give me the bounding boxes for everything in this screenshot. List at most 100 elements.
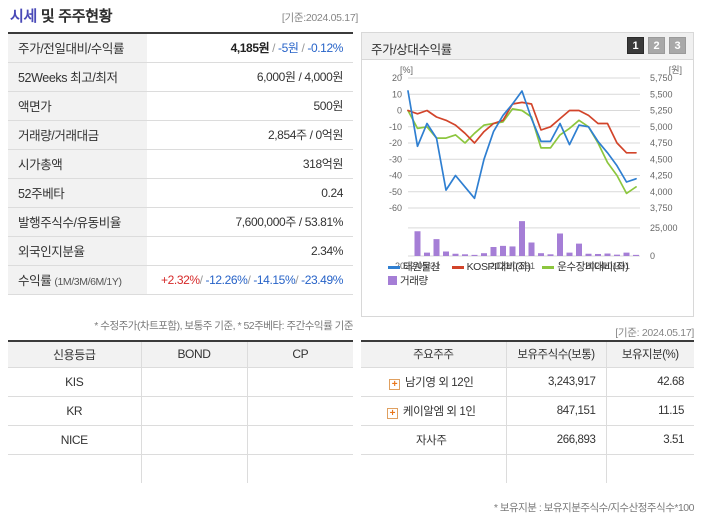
svg-text:-60: -60 (389, 203, 402, 213)
price-value: 4,185원 (230, 41, 270, 56)
col-header-ratio: 보유지분(%) (606, 341, 694, 368)
row-label: 액면가 (8, 91, 147, 121)
table-row: 시가총액 318억원 (8, 149, 353, 179)
table-row: KR (8, 396, 353, 426)
credit-agency: KR (8, 396, 142, 426)
chart-header: 주가/상대수익률 1 2 3 (362, 33, 693, 60)
svg-text:3,750: 3,750 (650, 203, 673, 213)
credit-agency: NICE (8, 425, 142, 455)
quote-info-table: 주가/전일대비/수익률 4,185원 / -5원 / -0.12% 52Week… (8, 32, 353, 295)
table-row: KIS (8, 367, 353, 397)
svg-text:[원]: [원] (669, 65, 682, 75)
legend-item-kospi: KOSPI대비(좌) (451, 260, 531, 274)
yield-label: 수익률 (18, 274, 52, 288)
col-header-shareholder: 주요주주 (361, 341, 507, 368)
shareholder-spacer-cell (606, 454, 694, 483)
table-row: 거래량/거래대금 2,854주 / 0억원 (8, 120, 353, 150)
row-value: 2.34% (147, 236, 353, 266)
svg-text:-40: -40 (389, 171, 402, 181)
svg-text:4,750: 4,750 (650, 138, 673, 148)
yield-label-sub: (1M/3M/6M/1Y) (54, 276, 122, 288)
legend-swatch-stock-icon (388, 265, 400, 269)
svg-text:5,000: 5,000 (650, 122, 673, 132)
row-value: 7,600,000주 / 53.81% (147, 207, 353, 237)
row-label: 외국인지분율 (8, 236, 147, 266)
chart-legend: 태원물산 KOSPI대비(좌) 운수장비대비(좌) 거래량 (388, 260, 637, 288)
svg-text:0: 0 (650, 251, 655, 261)
table-row-yield: 수익률 (1M/3M/6M/1Y) +2.32%/ -12.26%/ -14.1… (8, 265, 353, 295)
relative-return-chart: [%] [원] 20 5,750 10 5,500 0 5,250 -10 5,000 -20 4,7… (389, 65, 682, 271)
col-header-cp: CP (247, 341, 353, 368)
row-value: +2.32%/ -12.26%/ -14.15%/ -23.49% (147, 265, 353, 295)
shareholder-name-cell: 자사주 (361, 425, 507, 455)
price-change: -5원 (278, 41, 299, 56)
shareholder-name: 자사주 (415, 434, 447, 447)
row-value: 0.24 (147, 178, 353, 208)
credit-agency: KIS (8, 367, 142, 397)
col-header-agency: 신용등급 (8, 341, 142, 368)
credit-spacer-cell (247, 454, 353, 483)
table-header-row: 주요주주 보유주식수(보통) 보유지분(%) (361, 341, 694, 368)
svg-text:0: 0 (397, 106, 402, 116)
chart-plot-area: [%] [원] 20 5,750 10 5,500 0 5,250 -10 5,000 -20 4,7… (362, 60, 693, 316)
row-label: 거래량/거래대금 (8, 120, 147, 150)
svg-text:-10: -10 (389, 122, 402, 132)
table-row: 52Weeks 최고/최저 6,000원 / 4,000원 (8, 62, 353, 92)
row-value: 6,000원 / 4,000원 (147, 62, 353, 92)
expand-plus-icon[interactable]: + (389, 378, 400, 390)
table-row: + 케이알엠 외 1인 847,151 11.15 (361, 396, 694, 426)
svg-text:10: 10 (392, 89, 402, 99)
legend-label-volume: 거래량 (400, 275, 428, 287)
svg-text:2023/03/31: 2023/03/31 (490, 261, 535, 271)
row-value: 318억원 (147, 149, 353, 179)
svg-text:-50: -50 (389, 187, 402, 197)
row-value: 4,185원 / -5원 / -0.12% (147, 33, 353, 63)
table-row: 자사주 266,893 3.51 (361, 425, 694, 455)
legend-item-sector: 운수장비대비(좌) (542, 260, 629, 274)
basis-date-shareholder: [기준: 2024.05.17] (615, 327, 694, 339)
shareholder-shares: 3,243,917 (506, 367, 607, 397)
row-label: 주가/전일대비/수익률 (8, 33, 147, 63)
table-row: 외국인지분율 2.34% (8, 236, 353, 266)
table-row: + 남기영 외 12인 3,243,917 42.68 (361, 367, 694, 397)
svg-text:25,000: 25,000 (650, 223, 678, 233)
table-row: 52주베타 0.24 (8, 178, 353, 208)
shareholder-name-cell: + 케이알엠 외 1인 (361, 396, 507, 426)
shareholder-shares: 266,893 (506, 425, 607, 455)
row-label: 52Weeks 최고/최저 (8, 62, 147, 92)
shareholder-ratio: 11.15 (606, 396, 694, 426)
svg-text:-30: -30 (389, 154, 402, 164)
col-header-shares: 보유주식수(보통) (506, 341, 607, 368)
credit-bond (141, 367, 248, 397)
tab-chart-3[interactable]: 3 (669, 37, 686, 54)
row-value: 500원 (147, 91, 353, 121)
svg-text:5,500: 5,500 (650, 89, 673, 99)
svg-text:4,000: 4,000 (650, 187, 673, 197)
table-row: NICE (8, 425, 353, 455)
svg-text:4,500: 4,500 (650, 154, 673, 164)
svg-text:5,750: 5,750 (650, 73, 673, 83)
svg-text:-20: -20 (389, 138, 402, 148)
shareholder-name: 남기영 외 12인 (405, 376, 474, 389)
svg-text:20: 20 (392, 73, 402, 83)
shareholder-table: 주요주주 보유주식수(보통) 보유지분(%) + 남기영 외 12인 3,243,… (361, 340, 694, 483)
row-label: 52주베타 (8, 178, 147, 208)
yield-1m: +2.32% (161, 272, 200, 287)
credit-bond (141, 425, 248, 455)
basis-date-top: [기준:2024.05.17] (281, 12, 358, 24)
credit-cp (247, 396, 353, 426)
tab-chart-2[interactable]: 2 (648, 37, 665, 54)
credit-rating-table: 신용등급 BOND CP KIS KR NICE (8, 340, 353, 483)
svg-text:5,250: 5,250 (650, 106, 673, 116)
table-row: 주가/전일대비/수익률 4,185원 / -5원 / -0.12% (8, 33, 353, 63)
chart-tabs: 1 2 3 (627, 37, 686, 54)
tab-chart-1[interactable]: 1 (627, 37, 644, 54)
shareholder-table-footnote: * 보유지분 : 보유지분주식수/지수산정주식수*100 (493, 502, 695, 514)
shareholder-name: 케이알엠 외 1인 (402, 405, 476, 418)
table-row-spacer (8, 454, 353, 483)
expand-plus-icon[interactable]: + (386, 407, 398, 419)
legend-label-kospi: KOSPI대비(좌) (466, 261, 531, 273)
table-row: 발행주식수/유동비율 7,600,000주 / 53.81% (8, 207, 353, 237)
yield-6m: -14.15% (253, 272, 296, 287)
